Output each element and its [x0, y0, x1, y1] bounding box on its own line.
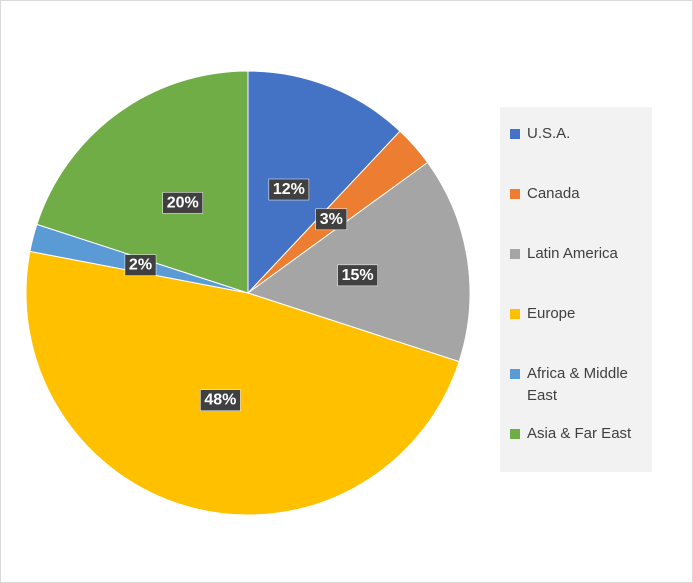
legend-swatch [510, 369, 520, 379]
legend-label: U.S.A. [527, 125, 571, 142]
data-label-group: 3% [315, 208, 348, 231]
legend-item: Latin America [510, 243, 650, 265]
data-label-group: 48% [200, 389, 241, 411]
data-label: 20% [167, 194, 199, 211]
pie-slice [36, 70, 249, 294]
pie-slice [247, 70, 401, 295]
legend-swatch [510, 189, 520, 199]
pie-slice [25, 250, 460, 516]
legend-item: Europe [510, 303, 650, 325]
data-label: 2% [129, 257, 152, 274]
data-label-box [200, 389, 241, 411]
data-label: 15% [342, 267, 374, 284]
legend: U.S.A. Canada Latin America Europe Africa & … [500, 107, 652, 472]
legend-label: Canada [527, 185, 580, 202]
data-label: 3% [320, 211, 343, 228]
legend-swatch [510, 309, 520, 319]
legend-item: U.S.A. [510, 123, 650, 145]
data-label-group: 20% [162, 192, 204, 214]
data-label-group: 2% [124, 254, 157, 276]
data-label-box [315, 208, 348, 231]
data-label: 48% [204, 392, 236, 409]
legend-swatch [510, 249, 520, 259]
data-label-box [268, 178, 310, 201]
legend-swatch [510, 429, 520, 439]
legend-label: Asia & Far East [527, 425, 632, 442]
legend-item: Africa & Middle East [510, 363, 650, 407]
legend-item: Asia & Far East [510, 423, 650, 445]
legend-item: Canada [510, 183, 650, 205]
data-label-group: 15% [337, 264, 378, 287]
data-label-box [124, 254, 157, 276]
data-label-box [337, 264, 378, 287]
legend-label: Latin America [527, 245, 618, 262]
data-label-group: 12% [268, 178, 310, 201]
legend-swatch [510, 129, 520, 139]
pie-slice [246, 161, 471, 363]
data-label-box [162, 192, 204, 214]
data-label: 12% [273, 181, 305, 198]
legend-label: Africa & Middle East [527, 365, 628, 404]
legend-label: Europe [527, 305, 576, 322]
